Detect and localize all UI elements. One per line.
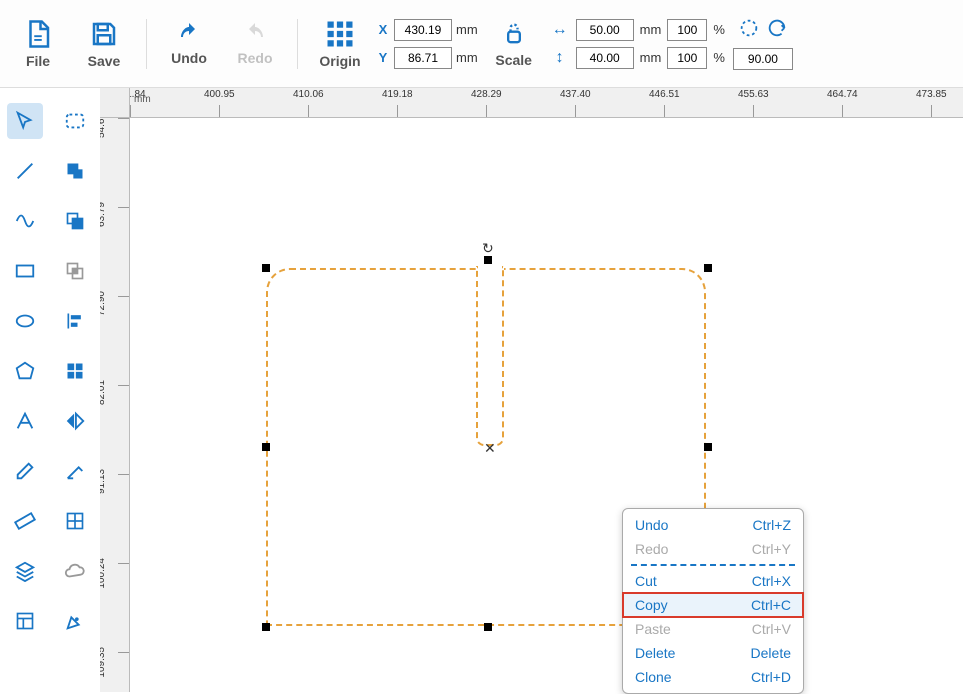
x-input[interactable] — [394, 19, 452, 41]
center-mark: ✕ — [484, 440, 496, 457]
redo-button[interactable]: Redo — [227, 8, 283, 80]
ctx-redo[interactable]: RedoCtrl+Y — [623, 537, 803, 561]
layers-tool[interactable] — [7, 553, 43, 589]
height-pct-input[interactable] — [667, 47, 707, 69]
rect-dashed-tool[interactable] — [57, 103, 93, 139]
text-tool[interactable] — [7, 403, 43, 439]
edit-path-tool[interactable] — [57, 453, 93, 489]
rect-tool[interactable] — [7, 253, 43, 289]
measure-tool[interactable] — [7, 503, 43, 539]
line-tool[interactable] — [7, 153, 43, 189]
handle-e[interactable] — [704, 443, 712, 451]
rotate-input[interactable] — [733, 48, 793, 70]
polygon-tool[interactable] — [7, 353, 43, 389]
ctx-separator — [631, 564, 795, 566]
handle-n[interactable] — [484, 256, 492, 264]
redo-label: Redo — [238, 50, 273, 66]
ctx-copy[interactable]: CopyCtrl+C — [623, 593, 803, 617]
scale-button[interactable]: Scale — [486, 8, 542, 80]
handle-ne[interactable] — [704, 264, 712, 272]
width-icon: ↔ — [550, 21, 570, 39]
ctx-delete[interactable]: DeleteDelete — [623, 641, 803, 665]
width-input[interactable] — [576, 19, 634, 41]
y-input[interactable] — [394, 47, 452, 69]
context-menu: UndoCtrl+Z RedoCtrl+Y CutCtrl+X CopyCtrl… — [622, 508, 804, 694]
separator — [146, 19, 147, 69]
x-unit: mm — [456, 22, 478, 37]
height-icon: ↕ — [550, 49, 570, 67]
horizontal-ruler: mm 391.84400.95410.06419.18428.29437.404… — [130, 88, 963, 118]
coordinates-group: X mm Y mm — [376, 19, 478, 69]
eraser-tool[interactable] — [7, 453, 43, 489]
height-input[interactable] — [576, 47, 634, 69]
width-pct-input[interactable] — [667, 19, 707, 41]
intersect-tool[interactable] — [57, 253, 93, 289]
scale-label: Scale — [495, 52, 532, 68]
width-unit: mm — [640, 22, 662, 37]
separator — [297, 19, 298, 69]
height-pct-unit: % — [713, 50, 725, 65]
subtract-tool[interactable] — [57, 203, 93, 239]
align-left-tool[interactable] — [57, 303, 93, 339]
y-unit: mm — [456, 50, 478, 65]
save-button[interactable]: Save — [76, 8, 132, 80]
ellipse-tool[interactable] — [7, 303, 43, 339]
mirror-tool[interactable] — [57, 403, 93, 439]
height-unit: mm — [640, 50, 662, 65]
grid-tool[interactable] — [57, 353, 93, 389]
handle-s[interactable] — [484, 623, 492, 631]
handle-sw[interactable] — [262, 623, 270, 631]
save-label: Save — [88, 53, 121, 69]
file-label: File — [26, 53, 50, 69]
ctx-undo[interactable]: UndoCtrl+Z — [623, 513, 803, 537]
rotation-handle[interactable]: ↻ — [482, 240, 494, 257]
ctx-paste[interactable]: PasteCtrl+V — [623, 617, 803, 641]
dimensions-group: ↔ mm % ↕ mm % — [550, 19, 725, 69]
undo-button[interactable]: Undo — [161, 8, 217, 80]
ctx-cut[interactable]: CutCtrl+X — [623, 569, 803, 593]
y-axis-label: Y — [376, 50, 390, 65]
select-tool[interactable] — [7, 103, 43, 139]
canvas[interactable]: ↻ ✕ UndoCtrl+Z RedoCtrl+Y CutCtrl+X Copy… — [130, 118, 963, 692]
ruler-corner — [100, 88, 130, 118]
origin-label: Origin — [319, 53, 360, 69]
handle-w[interactable] — [262, 443, 270, 451]
ctx-clone[interactable]: CloneCtrl+D — [623, 665, 803, 689]
width-pct-unit: % — [713, 22, 725, 37]
cloud-tool[interactable] — [57, 553, 93, 589]
undo-label: Undo — [171, 50, 207, 66]
file-button[interactable]: File — [10, 8, 66, 80]
handle-nw[interactable] — [262, 264, 270, 272]
union-tool[interactable] — [57, 153, 93, 189]
x-axis-label: X — [376, 22, 390, 37]
origin-button[interactable]: Origin — [312, 8, 368, 80]
pen-tool[interactable] — [57, 603, 93, 639]
rotate-cw-icon[interactable] — [766, 17, 788, 44]
canvas-area: mm 391.84400.95410.06419.18428.29437.404… — [100, 88, 963, 692]
rotate-group — [733, 17, 793, 70]
curve-tool[interactable] — [7, 203, 43, 239]
vertical-ruler: 54.6763.7972.9082.0191.13100.24109.35 — [100, 118, 130, 692]
shape-notch — [476, 266, 504, 446]
main-toolbar: File Save Undo Redo Origin X mm Y mm — [0, 0, 963, 88]
layout-tool[interactable] — [7, 603, 43, 639]
rotate-ccw-icon[interactable] — [738, 17, 760, 44]
tool-palette — [0, 88, 100, 692]
array-tool[interactable] — [57, 503, 93, 539]
